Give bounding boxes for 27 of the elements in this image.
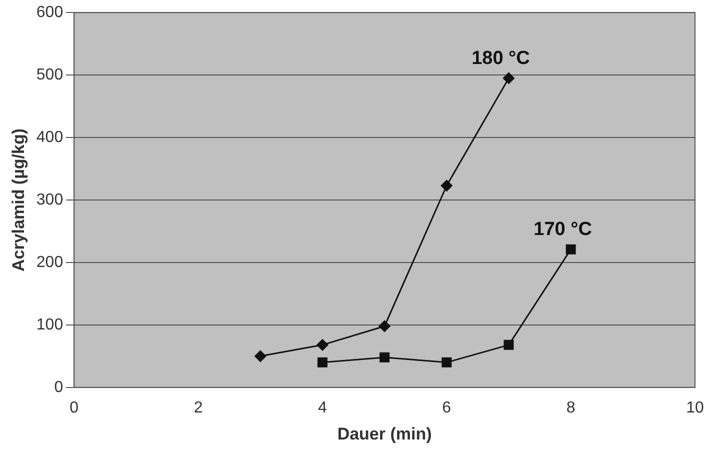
- y-tick-label: 0: [54, 378, 64, 396]
- point: [442, 357, 452, 368]
- point: [566, 244, 576, 254]
- x-tick-label: 10: [686, 399, 704, 416]
- x-tick-label: 6: [442, 399, 452, 416]
- point: [254, 350, 266, 362]
- y-tick-label: 400: [36, 128, 64, 146]
- x-tick-label: 8: [566, 399, 576, 416]
- series-label: 180 °C: [472, 48, 530, 69]
- y-axis-title: Acrylamid (µg/kg): [8, 128, 28, 272]
- x-tick-label: 4: [318, 399, 328, 416]
- y-tick-label: 300: [36, 191, 64, 208]
- point: [502, 72, 514, 84]
- y-tick-label: 100: [36, 316, 64, 334]
- point: [317, 357, 328, 368]
- x-axis-title: Dauer (min): [337, 424, 432, 444]
- x-tick-label: 0: [70, 399, 79, 416]
- point: [316, 339, 328, 351]
- point: [440, 180, 452, 192]
- point: [378, 320, 390, 332]
- y-tick-label: 200: [36, 254, 64, 271]
- y-tick-label: 600: [36, 4, 64, 22]
- point: [380, 352, 390, 362]
- point: [504, 340, 514, 350]
- series-label: 170 °C: [534, 219, 592, 240]
- x-tick-label: 2: [194, 399, 203, 416]
- y-tick-label: 500: [36, 66, 64, 84]
